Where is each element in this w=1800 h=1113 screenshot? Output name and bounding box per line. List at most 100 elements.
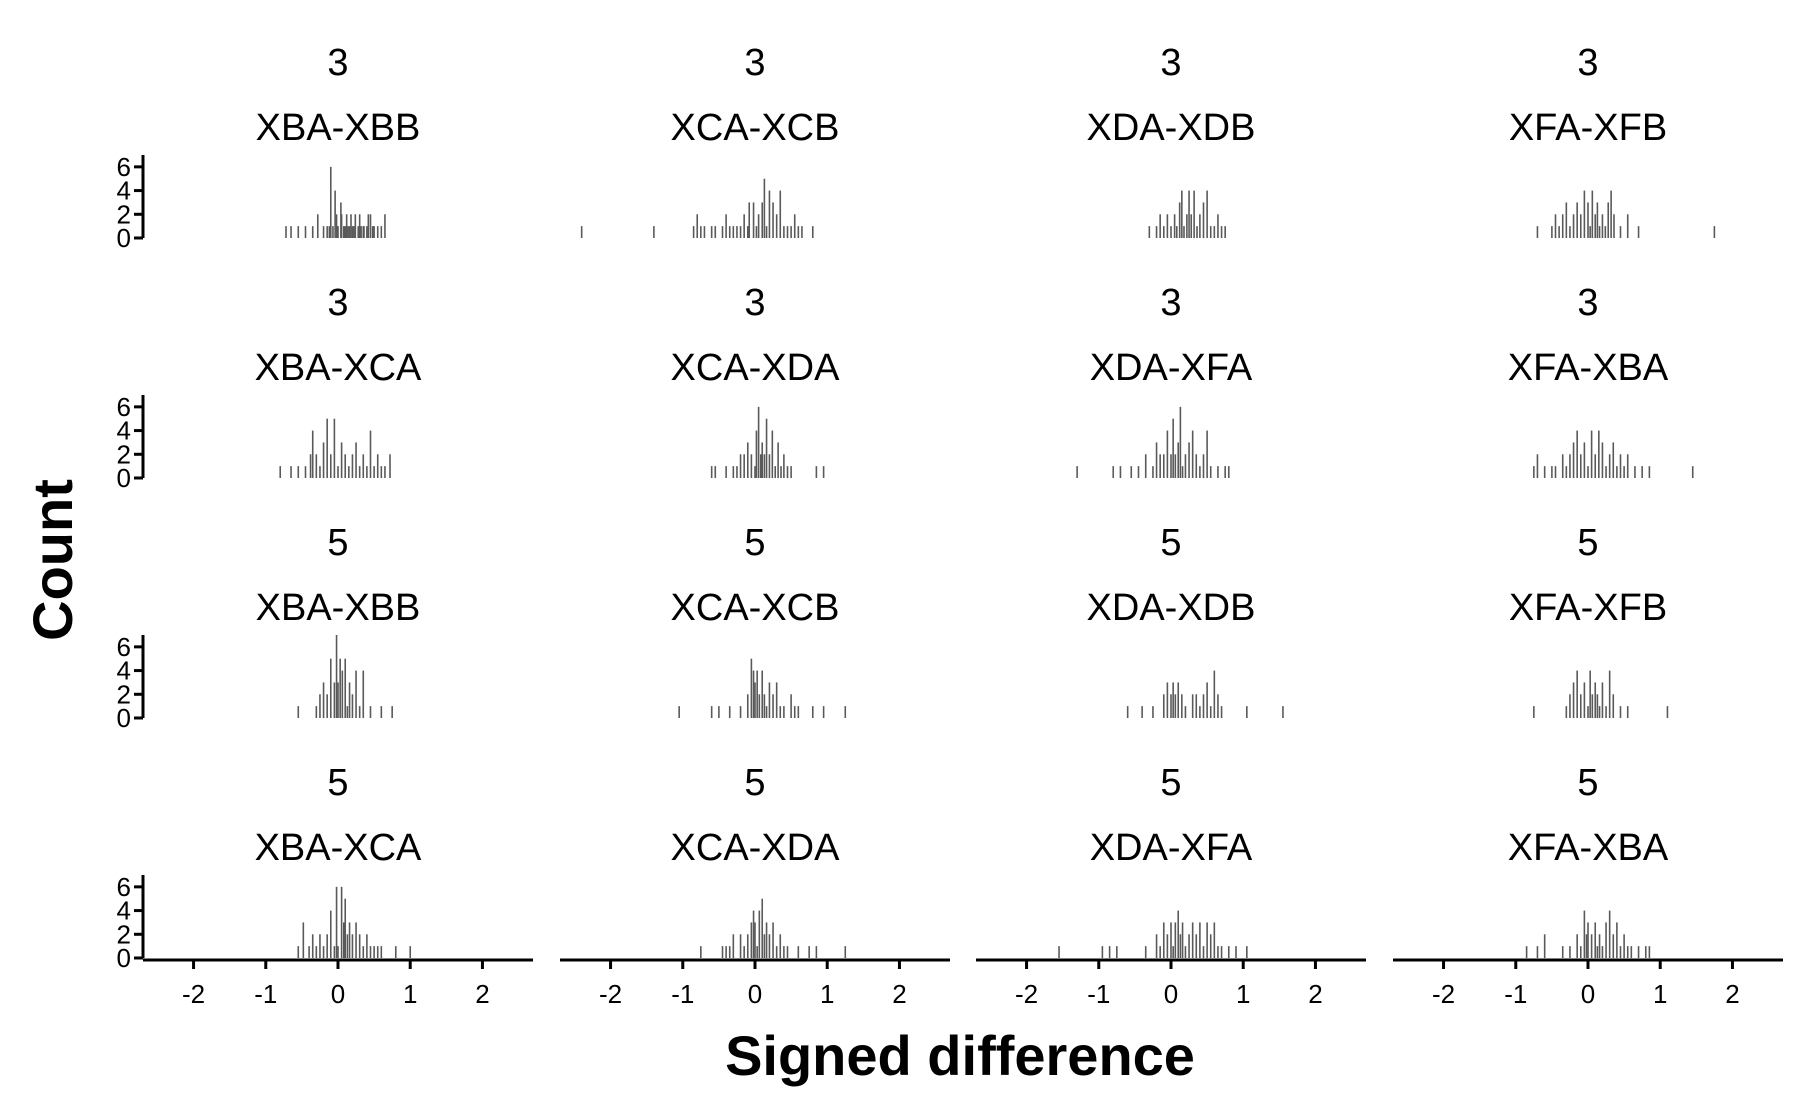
histogram-bar	[309, 454, 312, 478]
histogram-bar	[290, 466, 292, 478]
histogram-bar	[1619, 454, 1622, 478]
histogram-bar	[1594, 454, 1597, 478]
x-tick-label: -2	[1015, 979, 1038, 1009]
histogram-bar	[1648, 946, 1651, 958]
histogram-bar	[1184, 946, 1187, 958]
histogram-bar	[339, 658, 341, 718]
strip-label-pair: XCA-XCB	[671, 107, 840, 149]
histogram-bar	[1579, 946, 1582, 958]
histogram-bar	[1173, 214, 1176, 238]
histogram-bar	[743, 946, 745, 958]
panel-13: 5 XBA-XCA	[255, 762, 422, 958]
histogram-bar	[750, 658, 753, 718]
histogram-bar	[1172, 418, 1174, 478]
histogram-bar	[1108, 946, 1111, 958]
histogram-bar	[783, 454, 785, 478]
histogram-bar	[728, 946, 731, 958]
histogram-bar	[811, 226, 814, 238]
histogram-bar	[409, 946, 412, 958]
histogram-bar	[384, 214, 386, 238]
histogram-bar	[1536, 226, 1539, 238]
histogram-bar	[1137, 466, 1140, 478]
histogram-bar	[1202, 946, 1205, 958]
histogram-bar	[1144, 454, 1147, 478]
histogram-bar	[739, 706, 742, 718]
panel-11: 5 XDA-XDB	[1087, 522, 1284, 718]
histogram-bar	[1195, 934, 1198, 958]
histogram-bar	[1227, 946, 1230, 958]
histogram-bar	[1159, 214, 1161, 238]
histogram-bar	[815, 466, 818, 478]
histogram-bar	[1561, 946, 1564, 958]
histogram-bar	[322, 226, 325, 238]
histogram-bar	[333, 418, 336, 478]
histogram-bar	[1583, 190, 1586, 238]
strip-label-top: 5	[1577, 762, 1598, 804]
histogram-bar	[1691, 466, 1694, 478]
histogram-bar	[1235, 946, 1237, 958]
histogram-bar	[1589, 670, 1591, 718]
histogram-bar	[380, 226, 383, 238]
histogram-bar	[1612, 442, 1615, 478]
histogram-bar	[746, 226, 749, 238]
histogram-bar	[743, 214, 745, 238]
histogram-bar	[1162, 922, 1165, 958]
histogram-bar	[326, 694, 328, 718]
strip-label-pair: XFA-XFB	[1509, 587, 1667, 629]
histogram-bar	[1626, 706, 1629, 718]
histogram-bar	[1224, 466, 1226, 478]
histogram-bar	[1155, 226, 1158, 238]
x-tick-label: -2	[182, 979, 205, 1009]
histogram-bar	[752, 670, 755, 718]
histogram-bar	[797, 706, 800, 718]
histogram-bar	[394, 946, 397, 958]
histogram-bar	[801, 226, 803, 238]
x-tick-label: -1	[671, 979, 694, 1009]
panel-16: 5 XFA-XBA	[1508, 762, 1669, 958]
histogram-bar	[1576, 430, 1578, 478]
histogram-bar	[1601, 442, 1604, 478]
histogram-bar	[1587, 922, 1589, 958]
histogram-bar	[329, 910, 332, 958]
histogram-bar	[790, 466, 792, 478]
histogram-bar	[354, 214, 357, 238]
histogram-bar	[315, 706, 318, 718]
histogram-bar	[696, 214, 699, 238]
strip-label-pair: XDA-XFA	[1090, 347, 1253, 389]
histogram-bar	[1525, 946, 1528, 958]
histogram-bar	[1598, 226, 1601, 238]
histogram-bar	[1604, 226, 1607, 238]
histogram-bar	[759, 454, 762, 478]
histogram-bar	[1585, 934, 1588, 958]
histogram-bar	[1170, 454, 1172, 478]
histogram-bar	[728, 706, 731, 718]
histogram-bar	[1190, 214, 1193, 238]
histogram-bar	[1587, 466, 1589, 478]
histogram-bar	[1179, 406, 1182, 478]
histogram-bar	[783, 946, 785, 958]
histogram-bar	[1576, 670, 1578, 718]
histogram-bar	[763, 178, 766, 238]
histogram-bar	[355, 670, 357, 718]
histogram-bar	[755, 430, 758, 478]
histogram-bar	[373, 226, 375, 238]
histogram-bar	[780, 466, 782, 478]
histogram-bar	[1666, 706, 1669, 718]
histogram-bar	[1181, 922, 1184, 958]
histogram-bar	[384, 466, 386, 478]
histogram-bar	[765, 922, 768, 958]
histogram-bar	[718, 706, 720, 718]
histogram-bar	[340, 202, 342, 238]
histogram-bar	[1637, 946, 1640, 958]
histogram-bar	[790, 694, 792, 718]
strip-label-pair: XDA-XFA	[1090, 827, 1253, 869]
histogram-bar	[348, 226, 351, 238]
histogram-bar	[1199, 922, 1201, 958]
histogram-bar	[358, 214, 361, 238]
histogram-bar	[1589, 226, 1591, 238]
histogram-bar	[768, 190, 771, 238]
histogram-bar	[1579, 214, 1582, 238]
y-axis-title: Count	[21, 479, 84, 641]
histogram-bar	[322, 682, 325, 718]
histogram-bar	[755, 226, 758, 238]
